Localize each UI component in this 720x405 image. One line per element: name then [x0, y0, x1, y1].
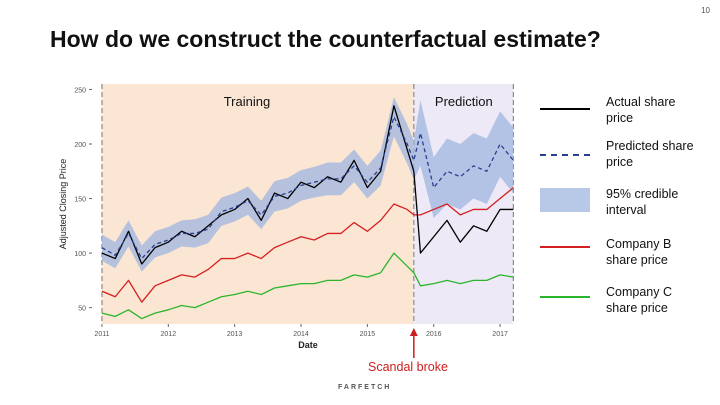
legend-item-company-c: Company C share price — [538, 278, 713, 322]
footer-logo: FARFETCH — [338, 384, 392, 391]
y-tick-label: 250 — [74, 87, 86, 94]
legend-swatch-actual — [540, 108, 590, 110]
x-tick-label: 2014 — [293, 331, 309, 338]
series-company-c — [101, 252, 514, 320]
legend-label-actual: Actual share price — [606, 95, 676, 125]
series-predicted — [101, 116, 514, 260]
legend-label-predicted: Predicted share price — [606, 139, 694, 169]
page-number: 10 — [701, 6, 710, 15]
x-tick-label: 2012 — [161, 331, 177, 338]
y-tick-label: 200 — [74, 142, 86, 149]
legend-item-predicted: Predicted share price — [538, 134, 713, 178]
slide-title: How do we construct the counterfactual e… — [50, 26, 601, 52]
legend-swatch-predicted — [540, 154, 590, 156]
event-arrow-head — [409, 328, 418, 336]
x-tick-label: 2013 — [227, 331, 243, 338]
legend-swatch-company-b — [540, 246, 590, 248]
y-tick-label: 100 — [74, 251, 86, 258]
region-label-training: Training — [224, 94, 270, 109]
legend-swatch-band — [540, 188, 590, 212]
legend-label-band: 95% credible interval — [606, 187, 679, 217]
region-label-prediction: Prediction — [435, 94, 493, 109]
x-tick-label: 2011 — [94, 331, 109, 338]
legend-label-company-b: Company B share price — [606, 237, 672, 267]
x-tick-label: 2016 — [426, 331, 442, 338]
series-actual — [101, 105, 514, 265]
y-tick-label: 50 — [78, 306, 86, 313]
y-axis-title: Adjusted Closing Price — [58, 159, 68, 250]
legend-item-company-b: Company B share price — [538, 230, 713, 274]
y-tick-label: 150 — [74, 197, 86, 204]
series-company-b — [101, 187, 514, 303]
legend-item-actual: Actual share price — [538, 86, 713, 130]
x-tick-label: 2017 — [492, 331, 508, 338]
x-axis-title: Date — [298, 340, 318, 350]
x-tick-label: 2015 — [360, 331, 376, 338]
scandal-annotation: Scandal broke — [368, 360, 448, 374]
legend-label-company-c: Company C share price — [606, 285, 672, 315]
legend-swatch-company-c — [540, 296, 590, 298]
legend-item-band: 95% credible interval — [538, 182, 713, 226]
